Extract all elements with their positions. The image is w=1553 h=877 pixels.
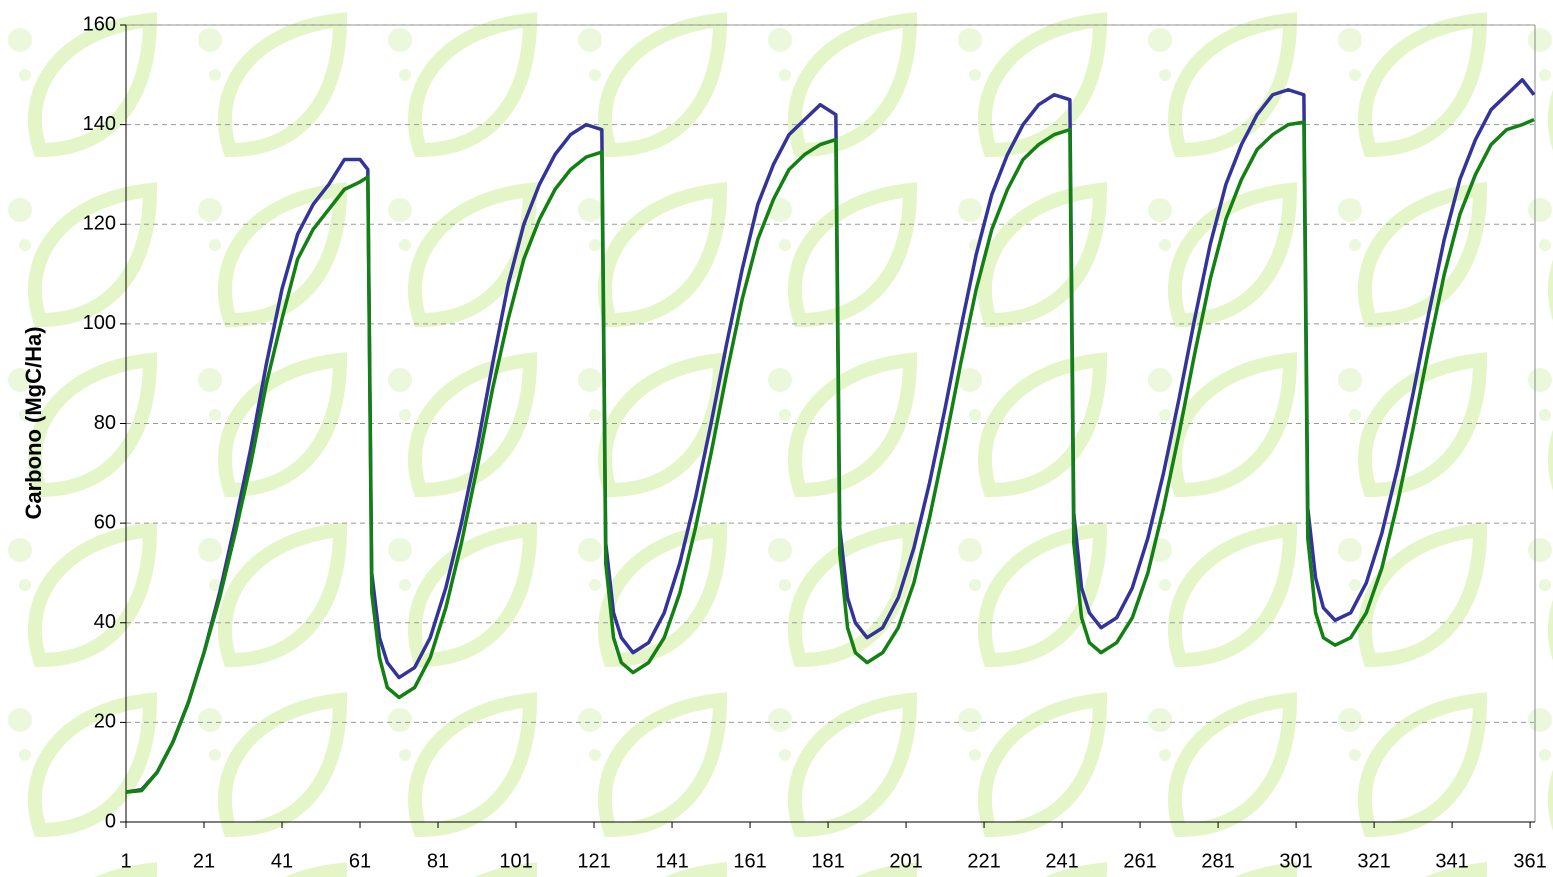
y-tick-label: 0 bbox=[105, 810, 116, 832]
x-tick-label: 221 bbox=[967, 850, 1000, 872]
y-tick-label: 60 bbox=[94, 511, 116, 533]
x-tick-label: 41 bbox=[271, 850, 293, 872]
y-tick-label: 140 bbox=[83, 113, 116, 135]
x-tick-label: 161 bbox=[733, 850, 766, 872]
x-tick-label: 321 bbox=[1357, 850, 1390, 872]
y-tick-label: 120 bbox=[83, 213, 116, 235]
y-tick-label: 20 bbox=[94, 711, 116, 733]
x-tick-label: 341 bbox=[1435, 850, 1468, 872]
background bbox=[0, 0, 1553, 877]
x-tick-label: 361 bbox=[1513, 850, 1546, 872]
x-tick-label: 181 bbox=[811, 850, 844, 872]
x-tick-label: 61 bbox=[349, 850, 371, 872]
x-tick-label: 201 bbox=[889, 850, 922, 872]
x-tick-label: 1 bbox=[120, 850, 131, 872]
y-tick-label: 160 bbox=[83, 13, 116, 35]
x-tick-label: 81 bbox=[427, 850, 449, 872]
x-tick-label: 241 bbox=[1045, 850, 1078, 872]
y-axis-label: Carbono (MgC/Ha) bbox=[21, 326, 46, 519]
x-tick-label: 141 bbox=[655, 850, 688, 872]
x-tick-label: 281 bbox=[1201, 850, 1234, 872]
x-tick-label: 21 bbox=[193, 850, 215, 872]
x-tick-label: 301 bbox=[1279, 850, 1312, 872]
y-tick-label: 100 bbox=[83, 312, 116, 334]
y-tick-label: 40 bbox=[94, 611, 116, 633]
x-tick-label: 101 bbox=[499, 850, 532, 872]
chart: Carbono (MgC/Ha) 02040608010012014016012… bbox=[0, 0, 1553, 877]
x-tick-label: 121 bbox=[577, 850, 610, 872]
y-tick-label: 80 bbox=[94, 412, 116, 434]
x-tick-label: 261 bbox=[1123, 850, 1156, 872]
